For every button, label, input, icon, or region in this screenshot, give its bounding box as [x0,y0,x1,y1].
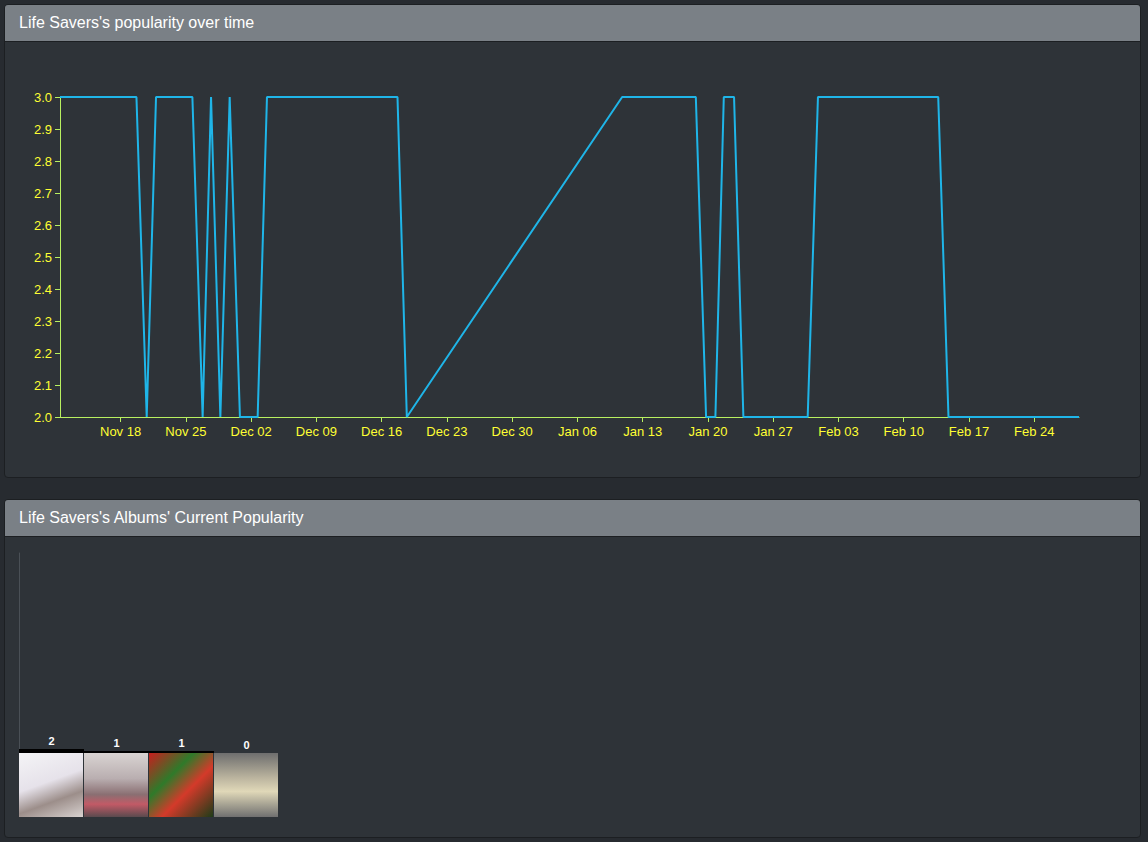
svg-text:Dec 16: Dec 16 [361,424,402,439]
svg-text:Jan 06: Jan 06 [558,424,597,439]
svg-text:Feb 10: Feb 10 [883,424,923,439]
svg-text:Feb 03: Feb 03 [818,424,858,439]
svg-text:Dec 30: Dec 30 [492,424,533,439]
svg-text:Dec 02: Dec 02 [231,424,272,439]
svg-text:Nov 25: Nov 25 [165,424,206,439]
html-text:Life Savers's popularity over: Life Savers's popularity over time [19,14,255,31]
svg-text:2.9: 2.9 [34,122,52,137]
svg-text:1: 1 [178,737,184,749]
svg-text:2.6: 2.6 [34,218,52,233]
svg-text:2.3: 2.3 [34,314,52,329]
svg-text:Jan 27: Jan 27 [754,424,793,439]
svg-text:2.2: 2.2 [34,346,52,361]
svg-text:2.4: 2.4 [34,282,52,297]
svg-text:0: 0 [243,739,249,751]
svg-text:Feb 17: Feb 17 [949,424,989,439]
svg-text:3.0: 3.0 [34,90,52,105]
html-text:Life Savers's Albums' Current: Life Savers's Albums' Current Popularity [19,509,304,526]
svg-text:Dec 09: Dec 09 [296,424,337,439]
svg-text:2.7: 2.7 [34,186,52,201]
svg-text:Nov 18: Nov 18 [100,424,141,439]
svg-text:2.1: 2.1 [34,378,52,393]
svg-text:2.5: 2.5 [34,250,52,265]
svg-text:2.0: 2.0 [34,410,52,425]
svg-text:2: 2 [48,735,54,747]
svg-text:Jan 13: Jan 13 [623,424,662,439]
svg-text:1: 1 [113,737,119,749]
svg-text:Feb 24: Feb 24 [1014,424,1054,439]
svg-text:Jan 20: Jan 20 [688,424,727,439]
svg-text:2.8: 2.8 [34,154,52,169]
svg-text:Dec 23: Dec 23 [426,424,467,439]
